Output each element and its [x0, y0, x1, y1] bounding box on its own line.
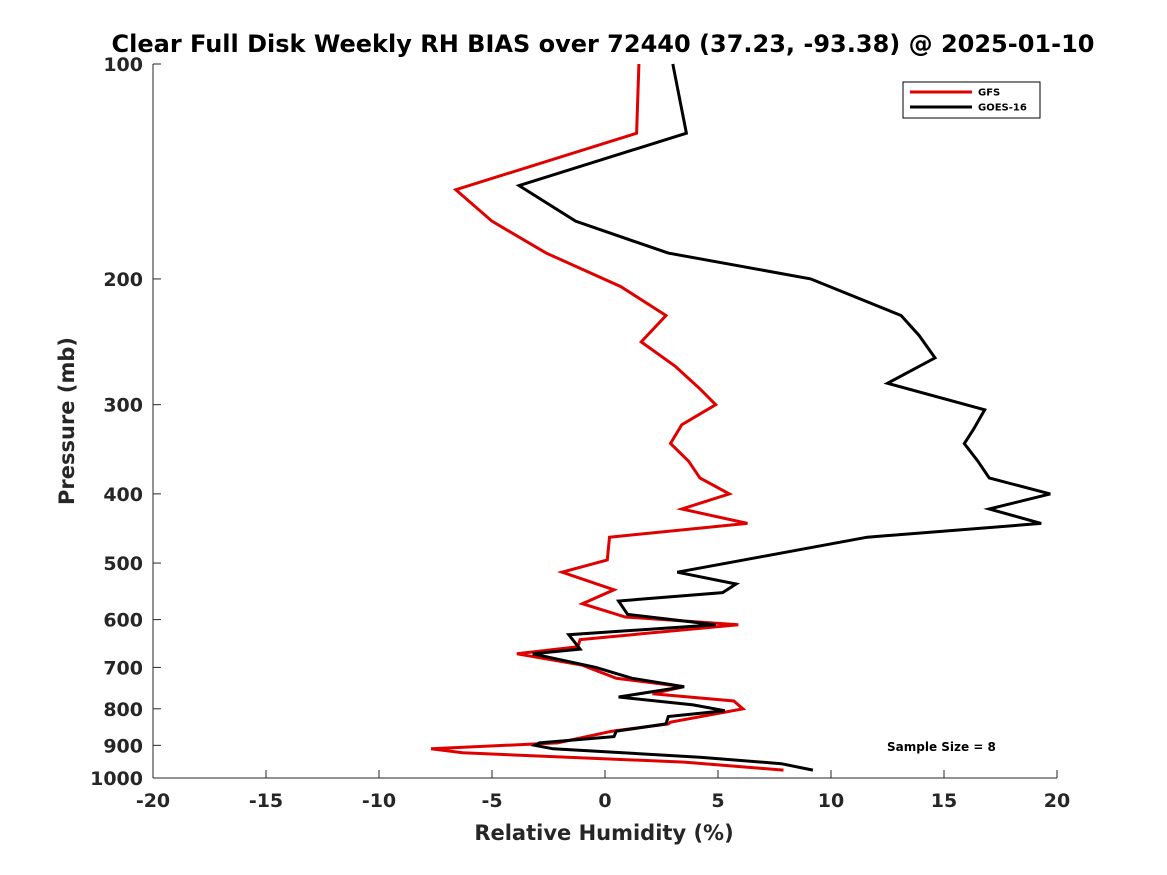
y-tick-label: 100	[103, 54, 143, 76]
y-tick-label: 1000	[90, 768, 143, 790]
y-tick-label: 400	[103, 484, 143, 506]
legend-label-goes-16: GOES-16	[978, 103, 1027, 114]
x-tick-label: 0	[598, 790, 611, 812]
x-tick-label: -10	[362, 790, 396, 812]
plot-area: -20 -15 -10 -5 0 5 10 15 20 100 200 300 400 500 600 70…	[90, 54, 1070, 812]
y-tick-label: 900	[103, 735, 143, 757]
x-tick-label: 5	[711, 790, 724, 812]
x-ticks: -20 -15 -10 -5 0 5 10 15 20	[136, 770, 1070, 812]
legend: GFS GOES-16	[902, 81, 1041, 119]
x-axis-label: Relative Humidity (%)	[474, 821, 733, 845]
y-tick-label: 300	[103, 395, 143, 417]
x-tick-label: 15	[931, 790, 957, 812]
series-line-goes-16	[515, 63, 1051, 772]
y-tick-label: 700	[103, 657, 143, 679]
series-line-gfs	[430, 63, 784, 772]
legend-box	[902, 81, 1041, 119]
y-tick-label: 500	[103, 553, 143, 575]
plot-background	[153, 64, 1057, 778]
x-tick-label: 20	[1044, 790, 1070, 812]
chart-title: Clear Full Disk Weekly RH BIAS over 7244…	[112, 30, 1095, 58]
x-tick-label: -15	[249, 790, 283, 812]
x-tick-label: 10	[818, 790, 844, 812]
y-axis-label: Pressure (mb)	[55, 337, 79, 505]
y-tick-label: 600	[103, 610, 143, 632]
y-tick-label: 800	[103, 699, 143, 721]
legend-label-gfs: GFS	[978, 88, 1000, 99]
y-tick-label: 200	[103, 269, 143, 291]
series-layer	[430, 63, 1051, 772]
x-tick-label: -5	[481, 790, 502, 812]
sample-size-annotation: Sample Size = 8	[887, 740, 996, 754]
x-tick-label: -20	[136, 790, 170, 812]
y-ticks: 100 200 300 400 500 600 700 800 900 1000	[90, 54, 161, 790]
